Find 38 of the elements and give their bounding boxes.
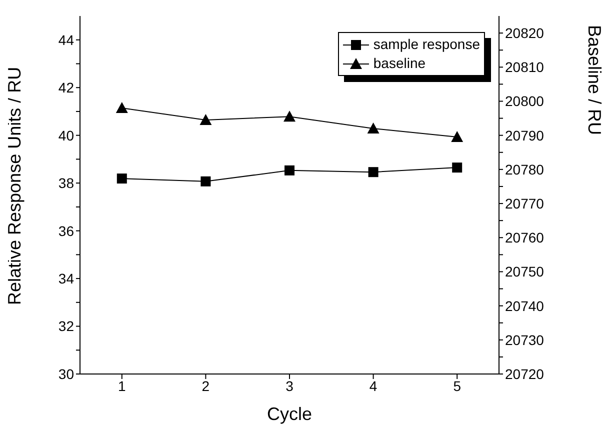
- y2-tick-label: 20730: [505, 332, 544, 348]
- y-tick-label: 36: [58, 222, 74, 239]
- x-tick-label: 2: [202, 378, 210, 394]
- y-tick-label: 42: [58, 80, 74, 96]
- y-tick-label: 38: [58, 175, 74, 192]
- y2-tick-label: 20800: [505, 93, 544, 110]
- point: [200, 176, 211, 186]
- x-tick-label: 4: [369, 378, 378, 394]
- point: [451, 131, 464, 142]
- y2-tick-label: 20750: [505, 264, 544, 280]
- y-tick-label: 32: [58, 318, 74, 334]
- y2-tick-label: 20760: [505, 230, 544, 246]
- point: [368, 167, 378, 178]
- y-tick-label: 40: [58, 127, 74, 144]
- point: [284, 110, 296, 122]
- point: [200, 114, 212, 125]
- point: [116, 174, 127, 184]
- point: [452, 162, 462, 173]
- x-tick-label: 1: [118, 378, 126, 394]
- y2-tick-label: 20740: [505, 298, 544, 314]
- x-tick-label: 5: [453, 378, 462, 394]
- y2-tick-label: 20790: [505, 127, 544, 144]
- y-tick-label: 30: [58, 366, 74, 382]
- y2-tick-label: 20770: [505, 195, 544, 212]
- point: [284, 165, 294, 176]
- y2-tick-label: 20810: [505, 59, 544, 76]
- y2-tick-label: 20780: [505, 161, 544, 178]
- x-axis-title: Cycle: [266, 404, 312, 424]
- x-tick-label: 3: [286, 378, 294, 394]
- y-tick-label: 34: [58, 270, 74, 287]
- y2-tick-label: 20820: [505, 25, 544, 42]
- y2-axis-title: Baseline / RU: [584, 24, 605, 135]
- point: [367, 122, 380, 134]
- y-tick-label: 44: [58, 32, 74, 48]
- legend-label: sample response: [373, 36, 480, 52]
- y2-tick-label: 20720: [505, 366, 544, 382]
- point: [116, 102, 128, 114]
- legend-label: baseline: [373, 55, 426, 71]
